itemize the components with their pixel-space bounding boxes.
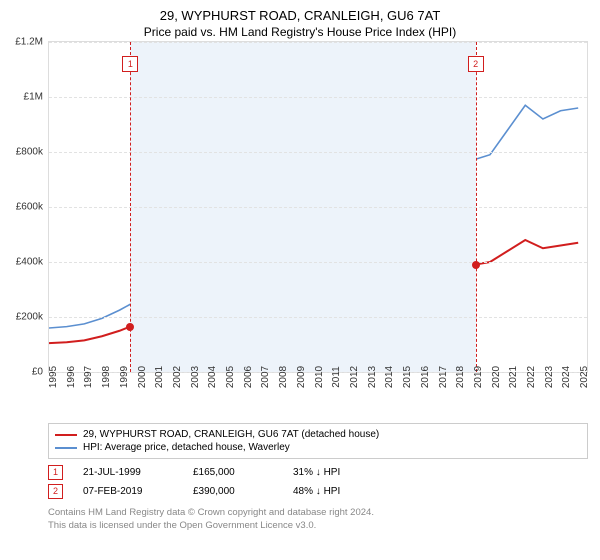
event-marker-box: 1: [122, 56, 138, 72]
chart-subtitle: Price paid vs. HM Land Registry's House …: [0, 23, 600, 41]
y-tick-label: £1.2M: [15, 37, 49, 48]
x-tick-label: 2011: [331, 366, 342, 388]
x-tick-label: 2002: [172, 366, 183, 388]
x-tick-label: 2013: [367, 366, 378, 388]
x-tick-label: 2009: [296, 366, 307, 388]
x-tick-label: 2025: [579, 366, 590, 388]
x-tick-label: 1997: [83, 366, 94, 388]
x-tick-label: 1996: [66, 366, 77, 388]
x-tick-label: 1998: [101, 366, 112, 388]
x-tick-label: 2021: [508, 366, 519, 388]
x-tick-label: 2022: [526, 366, 537, 388]
event-price: £165,000: [193, 467, 273, 478]
legend-row: HPI: Average price, detached house, Wave…: [55, 441, 581, 454]
x-tick-label: 2019: [473, 366, 484, 388]
event-marker-dot: [472, 261, 480, 269]
x-tick-label: 2024: [561, 366, 572, 388]
x-tick-label: 2000: [137, 366, 148, 388]
x-tick-label: 2012: [349, 366, 360, 388]
x-tick-label: 2005: [225, 366, 236, 388]
legend-label-hpi: HPI: Average price, detached house, Wave…: [83, 442, 290, 453]
footer-line1: Contains HM Land Registry data © Crown c…: [48, 507, 588, 520]
event-row: 2 07-FEB-2019 £390,000 48% ↓ HPI: [48, 482, 588, 501]
x-tick-label: 2014: [384, 366, 395, 388]
y-tick-label: £200k: [16, 312, 49, 323]
y-tick-label: £800k: [16, 147, 49, 158]
plot-area: £0£200k£400k£600k£800k£1M£1.2M12: [48, 41, 588, 373]
arrow-down-icon: ↓: [316, 467, 321, 478]
event-number-box: 2: [48, 484, 63, 499]
x-tick-label: 2015: [402, 366, 413, 388]
x-tick-label: 2003: [190, 366, 201, 388]
event-hpi: 48% ↓ HPI: [293, 486, 340, 497]
x-tick-label: 2018: [455, 366, 466, 388]
x-tick-label: 2016: [420, 366, 431, 388]
x-tick-label: 2001: [154, 366, 165, 388]
event-date: 07-FEB-2019: [83, 486, 173, 497]
y-tick-label: £400k: [16, 257, 49, 268]
chart-title: 29, WYPHURST ROAD, CRANLEIGH, GU6 7AT: [0, 0, 600, 23]
events-table: 1 21-JUL-1999 £165,000 31% ↓ HPI 2 07-FEB-201…: [48, 463, 588, 501]
event-number-box: 1: [48, 465, 63, 480]
x-tick-label: 2007: [260, 366, 271, 388]
chart-container: 29, WYPHURST ROAD, CRANLEIGH, GU6 7AT Pr…: [0, 0, 600, 560]
legend-swatch-subject: [55, 434, 77, 436]
y-tick-label: £600k: [16, 202, 49, 213]
event-marker-box: 2: [468, 56, 484, 72]
legend-swatch-hpi: [55, 447, 77, 449]
y-tick-label: £1M: [24, 92, 49, 103]
y-tick-label: £0: [32, 367, 49, 378]
event-row: 1 21-JUL-1999 £165,000 31% ↓ HPI: [48, 463, 588, 482]
x-tick-label: 1995: [48, 366, 59, 388]
legend-label-subject: 29, WYPHURST ROAD, CRANLEIGH, GU6 7AT (d…: [83, 429, 379, 440]
x-tick-label: 2004: [207, 366, 218, 388]
event-marker-dot: [126, 323, 134, 331]
x-axis-ticks: 1995199619971998199920002001200220032004…: [48, 373, 588, 423]
x-tick-label: 2010: [314, 366, 325, 388]
arrow-down-icon: ↓: [316, 486, 321, 497]
x-tick-label: 2023: [544, 366, 555, 388]
legend: 29, WYPHURST ROAD, CRANLEIGH, GU6 7AT (d…: [48, 423, 588, 459]
event-price: £390,000: [193, 486, 273, 497]
event-date: 21-JUL-1999: [83, 467, 173, 478]
footer: Contains HM Land Registry data © Crown c…: [48, 507, 588, 533]
footer-line2: This data is licensed under the Open Gov…: [48, 520, 588, 533]
x-tick-label: 2006: [243, 366, 254, 388]
event-hpi: 31% ↓ HPI: [293, 467, 340, 478]
x-tick-label: 2017: [438, 366, 449, 388]
x-tick-label: 1999: [119, 366, 130, 388]
x-tick-label: 2008: [278, 366, 289, 388]
x-tick-label: 2020: [491, 366, 502, 388]
legend-row: 29, WYPHURST ROAD, CRANLEIGH, GU6 7AT (d…: [55, 428, 581, 441]
